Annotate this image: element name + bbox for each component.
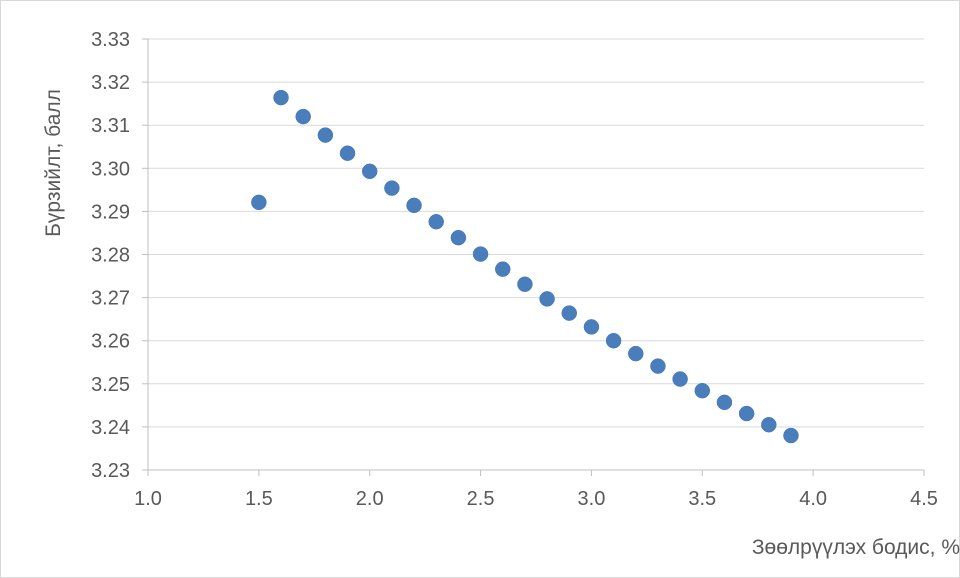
axes — [142, 38, 925, 476]
data-point — [539, 291, 555, 307]
data-point — [783, 427, 799, 444]
data-point — [406, 197, 422, 214]
x-tick-label: 3.0 — [578, 488, 606, 510]
data-point — [251, 194, 267, 211]
data-point — [561, 305, 578, 321]
x-tick-label: 4.5 — [910, 488, 938, 510]
gridlines — [148, 38, 924, 428]
data-point — [672, 371, 688, 387]
data-point — [450, 229, 467, 246]
x-axis-title: Зөөлрүүлэх бодис, % — [752, 536, 960, 559]
y-tick-label: 3.25 — [91, 374, 130, 396]
y-tick-labels: 3.23 3.24 3.25 3.26 3.27 3.28 3.29 3.30 3.31 3.32… — [91, 29, 130, 482]
data-point — [317, 127, 334, 143]
x-tick-label: 3.5 — [688, 488, 716, 510]
data-point — [605, 332, 622, 349]
data-point — [295, 108, 311, 125]
data-point — [384, 180, 400, 196]
y-tick-label: 3.23 — [91, 460, 130, 482]
data-points — [251, 89, 799, 444]
y-tick-label: 3.32 — [91, 72, 130, 94]
x-tick-label: 4.0 — [799, 488, 827, 510]
y-axis-title: Бүрзийлт, балл — [42, 89, 65, 237]
y-tick-label: 3.28 — [91, 245, 130, 267]
x-tick-label: 2.0 — [356, 488, 384, 510]
x-tick-label: 1.0 — [134, 488, 162, 510]
y-tick-label: 3.30 — [91, 158, 130, 180]
data-point — [738, 405, 755, 422]
y-tick-label: 3.29 — [91, 201, 130, 223]
data-point — [650, 358, 666, 374]
data-point — [694, 382, 711, 399]
x-tick-labels: 1.0 1.5 2.0 2.5 3.0 3.5 4.0 4.5 — [134, 488, 938, 510]
y-tick-label: 3.33 — [91, 29, 130, 51]
y-tick-label: 3.24 — [91, 417, 130, 439]
data-point — [628, 345, 644, 362]
y-tick-label: 3.31 — [91, 115, 130, 137]
data-point — [494, 261, 511, 277]
data-point — [716, 394, 733, 411]
y-tick-label: 3.26 — [91, 331, 130, 353]
data-point — [273, 89, 289, 106]
data-point — [517, 276, 533, 292]
x-tick-label: 2.5 — [467, 488, 495, 510]
data-point — [428, 213, 444, 230]
data-point — [583, 319, 600, 335]
data-point — [472, 246, 489, 262]
data-point — [761, 416, 777, 433]
y-tick-label: 3.27 — [91, 288, 130, 310]
data-point — [361, 163, 378, 180]
x-tick-label: 1.5 — [245, 488, 273, 510]
data-point — [339, 145, 356, 161]
